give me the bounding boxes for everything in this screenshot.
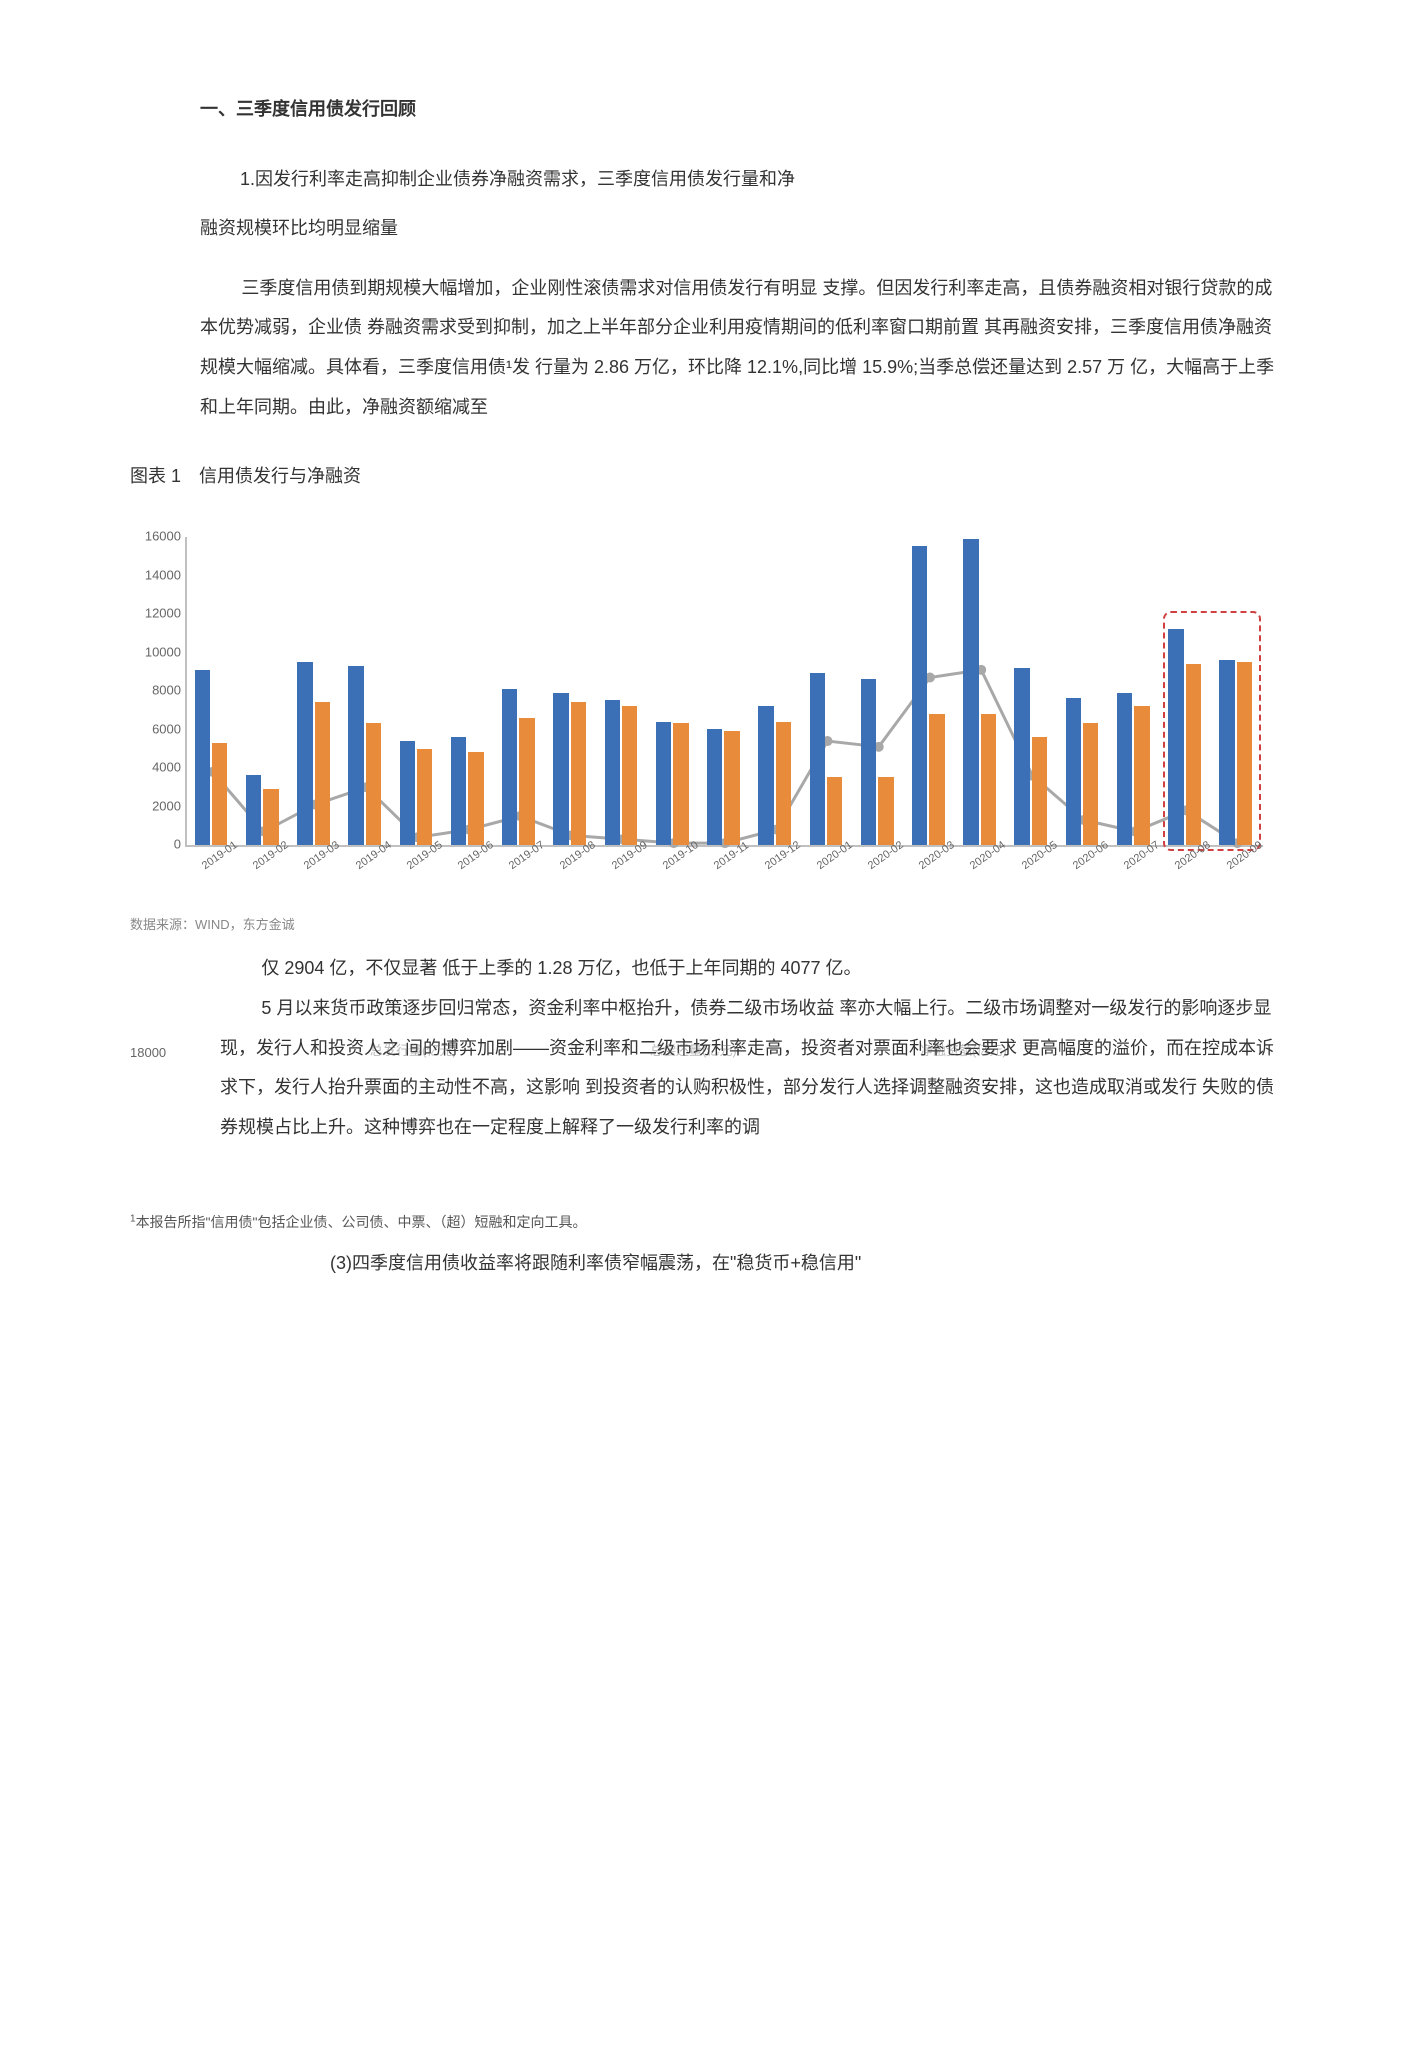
bar-repayment [212,743,227,845]
bar-issuance [963,539,978,845]
bar-repayment [366,723,381,844]
footnote-text: 本报告所指"信用债"包括企业债、公司债、中票、（超）短融和定向工具。 [136,1214,587,1230]
heading-level-2-line1: 1.因发行利率走高抑制企业债券净融资需求，三季度信用债发行量和净 [240,160,1283,200]
bar-repayment [1186,664,1201,845]
bar-issuance [297,662,312,845]
paragraph-after-chart-lead: 仅 2904 亿，不仅显著 低于上季的 1.28 万亿，也低于上年同期的 407… [220,949,1283,989]
bar-issuance [656,722,671,845]
bar-issuance [502,689,517,845]
bar-repayment [776,722,791,845]
bar-issuance [1219,660,1234,845]
y-axis-tick: 0 [174,830,187,859]
bar-issuance [1117,693,1132,845]
chart-plot-area: 0200040006000800010000120001400016000201… [185,537,1263,847]
bar-repayment [827,777,842,844]
y-axis-tick: 6000 [152,715,187,744]
bar-repayment [1134,706,1149,845]
bar-issuance [553,693,568,845]
y-axis-tick: 4000 [152,753,187,782]
bar-repayment [981,714,996,845]
bar-issuance [1168,629,1183,845]
y-axis-tick: 14000 [145,561,187,590]
bar-repayment [929,714,944,845]
bar-repayment [878,777,893,844]
bottom-line: (3)四季度信用债收益率将跟随利率债窄幅震荡，在"稳货币+稳信用" [330,1244,1283,1284]
y-axis-tick: 8000 [152,676,187,705]
bar-repayment [417,749,432,845]
bar-issuance [605,700,620,844]
bar-issuance [861,679,876,845]
legend-fragment-b: 总偿还量(亿元) [650,1037,737,1066]
legend-fragment-a: 总发行量(亿元) [370,1037,457,1066]
y-axis-tick: 12000 [145,599,187,628]
paragraph-1: 三季度信用债到期规模大幅增加，企业刚性滚债需求对信用债发行有明显 支撑。但因发行… [200,269,1283,427]
y-axis-tick: 16000 [145,522,187,551]
bar-repayment [315,702,330,844]
bar-issuance [451,737,466,845]
bar-issuance [810,673,825,844]
heading-level-2-line2: 融资规模环比均明显缩量 [200,209,1283,249]
bar-repayment [468,752,483,844]
chart-data-source: 数据来源：WIND，东方金诚 [130,911,1283,940]
legend-fragment-c: 净融资额(亿元) [920,1037,1007,1066]
chart-container: 0200040006000800010000120001400016000201… [130,537,1283,940]
y-axis-tick: 10000 [145,638,187,667]
bar-issuance [707,729,722,845]
bar-repayment [1237,662,1252,845]
stray-axis-label: 18000 [130,1039,166,1068]
bar-issuance [400,741,415,845]
bar-repayment [1083,723,1098,844]
paragraph-2: 5 月以来货币政策逐步回归常态，资金利率中枢抬升，债券二级市场收益 率亦大幅上行… [220,998,1274,1137]
bar-issuance [1014,668,1029,845]
y-axis-tick: 2000 [152,792,187,821]
bar-issuance [758,706,773,845]
bar-repayment [1032,737,1047,845]
bar-issuance [1066,698,1081,844]
footnote: 1本报告所指"信用债"包括企业债、公司债、中票、（超）短融和定向工具。 [130,1207,1283,1238]
bar-issuance [246,775,261,844]
bar-issuance [195,670,210,845]
bar-issuance [912,546,927,844]
bar-repayment [724,731,739,845]
bar-repayment [519,718,534,845]
bar-repayment [673,723,688,844]
bar-repayment [571,702,586,844]
chart-title: 图表 1 信用债发行与净融资 [130,457,1283,497]
heading-level-1: 一、三季度信用债发行回顾 [200,90,1283,130]
bar-issuance [348,666,363,845]
bar-repayment [622,706,637,845]
